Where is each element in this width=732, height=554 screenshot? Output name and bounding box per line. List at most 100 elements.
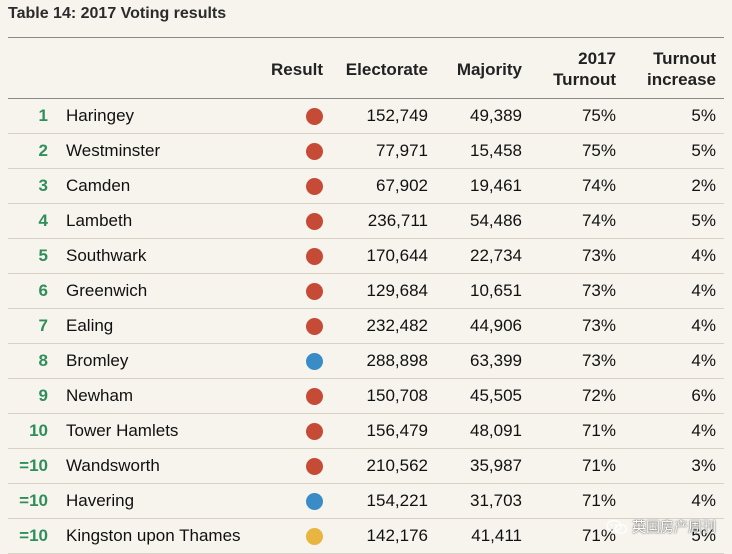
result-dot-icon xyxy=(306,108,323,125)
borough-name-cell: Haringey xyxy=(66,106,135,125)
borough-name-cell: Ealing xyxy=(66,316,114,335)
result-dot-icon xyxy=(306,423,323,440)
rank-cell: 7 xyxy=(38,316,48,335)
majority-cell: 44,906 xyxy=(470,316,522,335)
borough-name-cell: Greenwich xyxy=(66,281,148,300)
table-row: =10 Havering 154,221 31,703 71% 4% xyxy=(8,484,724,519)
electorate-cell: 142,176 xyxy=(366,526,428,545)
borough-name-cell: Tower Hamlets xyxy=(66,421,179,440)
majority-cell: 48,091 xyxy=(470,421,522,440)
majority-cell: 10,651 xyxy=(470,281,522,300)
borough-name-cell: Camden xyxy=(66,176,131,195)
table-header: Result Electorate Majority 2017 Turnout … xyxy=(8,38,724,99)
electorate-cell: 152,749 xyxy=(366,106,428,125)
table-row: 5 Southwark 170,644 22,734 73% 4% xyxy=(8,239,724,274)
turnout-cell: 74% xyxy=(581,211,616,230)
electorate-cell: 154,221 xyxy=(366,491,428,510)
turnout-cell: 73% xyxy=(581,281,616,300)
borough-name-cell: Newham xyxy=(66,386,134,405)
borough-name-cell: Wandsworth xyxy=(66,456,160,475)
watermark-text: 英国房产周刊 xyxy=(632,519,716,535)
turnout-increase-cell: 5% xyxy=(691,141,716,160)
result-dot-icon xyxy=(306,318,323,335)
result-dot-icon xyxy=(306,143,323,160)
majority-cell: 45,505 xyxy=(470,386,522,405)
header-2017-turnout-line2: Turnout xyxy=(553,70,616,89)
table-row: 1 Haringey 152,749 49,389 75% 5% xyxy=(8,99,724,134)
table-row: 10 Tower Hamlets 156,479 48,091 71% 4% xyxy=(8,414,724,449)
turnout-increase-cell: 4% xyxy=(691,246,716,265)
header-majority: Majority xyxy=(456,60,522,79)
electorate-cell: 156,479 xyxy=(366,421,428,440)
result-dot-icon xyxy=(306,493,323,510)
majority-cell: 15,458 xyxy=(470,141,522,160)
borough-name-cell: Bromley xyxy=(66,351,129,370)
table-row: 9 Newham 150,708 45,505 72% 6% xyxy=(8,379,724,414)
rank-cell: 9 xyxy=(38,386,48,405)
header-2017-turnout: 2017 Turnout xyxy=(553,48,616,90)
electorate-cell: 170,644 xyxy=(366,246,428,265)
turnout-increase-cell: 5% xyxy=(691,211,716,230)
table-title: Table 14: 2017 Voting results xyxy=(8,5,227,22)
watermark: 英国房产周刊 xyxy=(606,517,716,537)
result-dot-icon xyxy=(306,353,323,370)
borough-name-cell: Southwark xyxy=(66,246,147,265)
turnout-increase-cell: 4% xyxy=(691,491,716,510)
rank-cell: 3 xyxy=(38,176,48,195)
wechat-icon xyxy=(606,519,628,534)
rank-cell: 6 xyxy=(38,281,48,300)
rank-cell: 1 xyxy=(38,106,48,125)
turnout-cell: 73% xyxy=(581,316,616,335)
majority-cell: 35,987 xyxy=(470,456,522,475)
table-row: 6 Greenwich 129,684 10,651 73% 4% xyxy=(8,274,724,309)
header-electorate: Electorate xyxy=(345,60,428,79)
turnout-increase-cell: 5% xyxy=(691,106,716,125)
header-turnout-increase-line2: increase xyxy=(647,70,716,89)
table-row: 7 Ealing 232,482 44,906 73% 4% xyxy=(8,309,724,344)
turnout-cell: 75% xyxy=(581,141,616,160)
electorate-cell: 210,562 xyxy=(366,456,428,475)
borough-name-cell: Westminster xyxy=(66,141,161,160)
turnout-cell: 71% xyxy=(581,456,616,475)
header-2017-turnout-line1: 2017 xyxy=(578,49,616,68)
majority-cell: 49,389 xyxy=(470,106,522,125)
result-dot-icon xyxy=(306,458,323,475)
table-row: =10 Kingston upon Thames 142,176 41,411 71% 5… xyxy=(8,519,724,554)
turnout-cell: 75% xyxy=(581,106,616,125)
rank-cell: 2 xyxy=(38,141,48,160)
borough-name-cell: Havering xyxy=(66,491,135,510)
majority-cell: 63,399 xyxy=(470,351,522,370)
majority-cell: 22,734 xyxy=(470,246,522,265)
result-dot-icon xyxy=(306,213,323,230)
rank-cell: 10 xyxy=(29,421,48,440)
header-result: Result xyxy=(271,60,323,79)
result-dot-icon xyxy=(306,388,323,405)
voting-results-table: Result Electorate Majority 2017 Turnout … xyxy=(8,37,724,554)
table-row: 3 Camden 67,902 19,461 74% 2% xyxy=(8,169,724,204)
borough-name-cell: Kingston upon Thames xyxy=(66,526,241,545)
turnout-increase-cell: 4% xyxy=(691,351,716,370)
electorate-cell: 129,684 xyxy=(366,281,428,300)
electorate-cell: 232,482 xyxy=(366,316,428,335)
turnout-cell: 73% xyxy=(581,351,616,370)
table-row: =10 Wandsworth 210,562 35,987 71% 3% xyxy=(8,449,724,484)
table-row: 2 Westminster 77,971 15,458 75% 5% xyxy=(8,134,724,169)
rank-cell: =10 xyxy=(19,491,48,510)
rank-cell: 8 xyxy=(38,351,48,370)
result-dot-icon xyxy=(306,248,323,265)
turnout-increase-cell: 2% xyxy=(691,176,716,195)
electorate-cell: 288,898 xyxy=(366,351,428,370)
rank-cell: 4 xyxy=(38,211,48,230)
turnout-cell: 74% xyxy=(581,176,616,195)
turnout-cell: 71% xyxy=(581,526,616,545)
majority-cell: 19,461 xyxy=(470,176,522,195)
turnout-cell: 73% xyxy=(581,246,616,265)
result-dot-icon xyxy=(306,178,323,195)
table-body: 1 Haringey 152,749 49,389 75% 5% 2 Westminster 7… xyxy=(8,99,724,554)
majority-cell: 41,411 xyxy=(471,526,522,545)
turnout-cell: 71% xyxy=(581,421,616,440)
electorate-cell: 67,902 xyxy=(376,176,428,195)
turnout-cell: 71% xyxy=(581,491,616,510)
electorate-cell: 236,711 xyxy=(367,211,428,230)
majority-cell: 31,703 xyxy=(470,491,522,510)
